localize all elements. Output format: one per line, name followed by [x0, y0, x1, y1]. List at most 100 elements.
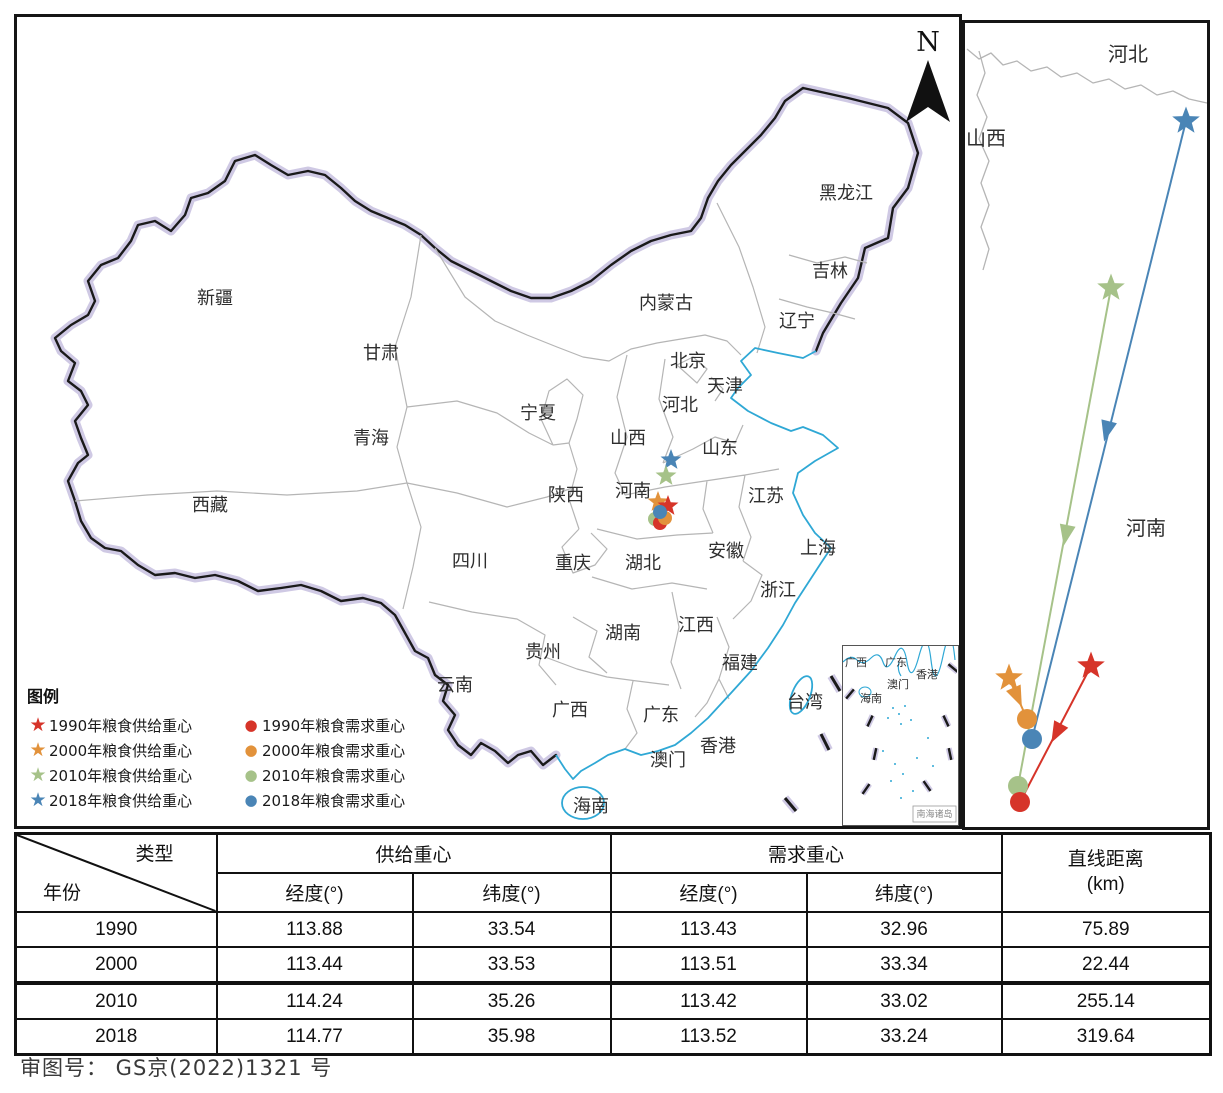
dot-icon: ● [244, 716, 258, 734]
province-borders [74, 202, 868, 750]
province-label: 广东 [643, 705, 679, 726]
arrowhead-2000 [1006, 684, 1022, 707]
province-label: 贵州 [525, 642, 561, 663]
province-label: 山西 [610, 428, 646, 449]
north-arrow-glyph [906, 60, 950, 122]
arrowhead-2018 [1101, 419, 1117, 442]
legend-item: ★ 2018年粮食供给重心 [27, 788, 240, 813]
legend-item: ● 1990年粮食需求重心 [240, 713, 460, 738]
supply-2018-star [660, 449, 682, 469]
taiwan-island [788, 675, 814, 715]
province-label: 广西 [552, 700, 588, 721]
province-label: 辽宁 [779, 311, 815, 332]
province-label: 甘肃 [363, 343, 399, 364]
nine-dash-segments [781, 673, 844, 814]
legend-title: 图例 [27, 687, 60, 706]
china-map-panel: 新疆 甘肃 青海 西藏 四川 云南 贵州 广西 广东 湖南 湖北 重庆 陕西 宁… [14, 14, 962, 829]
gravity-center-markers [647, 449, 682, 530]
south-china-sea-inset: 广西 广东 香港 澳门 海南 南海诸岛 [842, 637, 960, 826]
province-label: 重庆 [555, 553, 591, 574]
inset-demand-1990-dot [1010, 792, 1030, 812]
province-label: 黑龙江 [819, 183, 873, 204]
province-label: 新疆 [197, 288, 233, 309]
sea-islands [882, 705, 934, 799]
arrowhead-1990 [1051, 720, 1069, 743]
henan-inset-panel: 河北 山西 河南 [962, 20, 1210, 830]
demand-group-header: 需求重心 [609, 832, 1003, 874]
province-label: 福建 [722, 653, 758, 674]
inset-supply-2010-star [1097, 273, 1125, 300]
sea-inset-label: 海南 [860, 691, 882, 705]
dot-icon: ● [244, 791, 258, 809]
table-row: 2018 114.77 35.98 113.52 33.24 319.64 [14, 1018, 1212, 1056]
province-label: 山东 [702, 438, 738, 459]
sea-inset-label: 广西 [845, 656, 867, 669]
province-label: 四川 [452, 551, 488, 572]
province-label: 河南 [615, 481, 651, 502]
province-label: 宁夏 [520, 403, 556, 424]
province-label: 内蒙古 [639, 293, 693, 314]
sea-coastline [842, 637, 956, 677]
table-row: 2010 114.24 35.26 113.42 33.02 255.14 [14, 981, 1212, 1020]
province-label: 天津 [707, 376, 743, 397]
distance-header: 直线距离 (km) [1000, 832, 1212, 913]
province-label: 香港 [700, 736, 736, 757]
province-label: 浙江 [760, 580, 796, 601]
diagonal-divider [17, 835, 216, 911]
star-icon: ★ [29, 764, 47, 786]
supply-lon-header: 经度(°) [215, 872, 414, 913]
hainan-island [561, 786, 605, 820]
legend-item: ★ 2000年粮食供给重心 [27, 738, 240, 763]
province-label: 云南 [437, 675, 473, 696]
demand-2018-dot [653, 505, 667, 519]
star-icon: ★ [29, 714, 47, 736]
inset-province-label: 河北 [1108, 42, 1148, 66]
henan-inset-map: 河北 山西 河南 [966, 42, 1207, 812]
star-icon: ★ [29, 789, 47, 811]
map-approval-number: 审图号： GS京(2022)1321 号 [20, 1056, 333, 1080]
north-arrow: N [906, 27, 950, 122]
star-icon: ★ [29, 739, 47, 761]
coordinates-table: 类型 年份 供给重心 需求重心 直线距离 (km) 经度(°) 纬度(°) 经度… [14, 832, 1213, 1056]
north-label: N [916, 27, 940, 58]
national-border [53, 86, 920, 767]
province-label: 北京 [670, 351, 706, 372]
national-border-glow [50, 83, 923, 770]
inset-demand-2018-dot [1022, 729, 1042, 749]
arrowhead-2010 [1059, 523, 1076, 546]
corner-type-label: 类型 [135, 844, 174, 865]
legend-item: ● 2000年粮食需求重心 [240, 738, 460, 763]
table-row: 1990 113.88 33.54 113.43 32.96 75.89 [14, 911, 1212, 948]
inset-demand-2010-dot [1008, 776, 1028, 796]
legend: 图例 ★ 1990年粮食供给重心 ● 1990年粮食需求重心 ★ 2000年粮食… [27, 683, 467, 813]
table-row: 2000 113.44 33.53 113.51 33.34 22.44 [14, 946, 1212, 984]
province-label: 吉林 [812, 261, 848, 282]
inset-province-label: 河南 [1126, 516, 1166, 540]
sea-inset-label: 香港 [916, 668, 938, 681]
legend-item: ● 2010年粮食需求重心 [240, 763, 460, 788]
demand-lon-header: 经度(°) [609, 872, 808, 913]
province-label: 青海 [353, 428, 389, 449]
inset-supply-1990-star [1077, 651, 1105, 678]
province-label: 西藏 [192, 495, 228, 516]
province-label: 江西 [678, 615, 714, 636]
inset-province-borders [966, 48, 1207, 271]
province-label: 湖南 [605, 623, 641, 644]
inset-supply-2018-star [1172, 106, 1200, 133]
legend-item: ● 2018年粮食需求重心 [240, 788, 460, 813]
province-label: 陕西 [548, 485, 584, 506]
china-map: 新疆 甘肃 青海 西藏 四川 云南 贵州 广西 广东 湖南 湖北 重庆 陕西 宁… [50, 27, 950, 820]
dot-icon: ● [244, 741, 258, 759]
province-label: 江苏 [748, 486, 784, 507]
table-corner-cell: 类型 年份 [14, 832, 218, 913]
inset-province-label: 山西 [966, 126, 1006, 150]
supply-2010-star [655, 465, 677, 485]
supply-lat-header: 纬度(°) [411, 872, 612, 913]
legend-item: ★ 1990年粮食供给重心 [27, 713, 240, 738]
province-label: 湖北 [625, 553, 661, 574]
sea-dash-line [843, 661, 960, 796]
sea-hainan [858, 686, 872, 698]
sea-inset-map: 广西 广东 香港 澳门 海南 南海诸岛 [842, 637, 960, 823]
province-label: 安徽 [708, 541, 744, 562]
province-label: 澳门 [650, 750, 686, 771]
